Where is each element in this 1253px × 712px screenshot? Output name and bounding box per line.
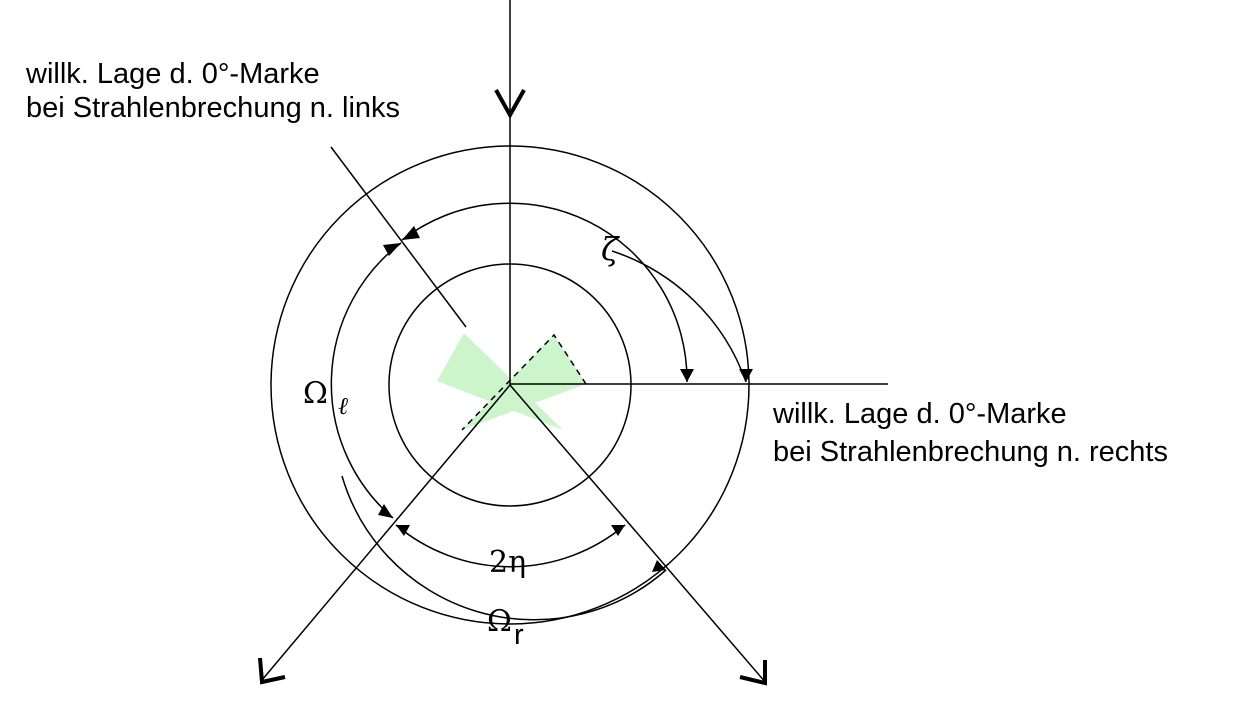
zeta-arc-arrowhead-right: [680, 369, 694, 382]
omega-left-subscript: ℓ: [338, 392, 348, 420]
outgoing-left-arrowhead: [258, 657, 286, 685]
outgoing-ray-right: [509, 384, 767, 684]
right-note-line2: bei Strahlenbrechung n. rechts: [773, 436, 1168, 468]
outer-zeta-arrowhead: [739, 369, 753, 382]
omega-left-arc: [330, 242, 402, 519]
outer-zeta-arc: [611, 250, 747, 383]
two-eta-coefficient: 2: [489, 545, 508, 580]
zeta-arc-arrowhead-left: [402, 226, 420, 240]
two-eta-arc: [395, 524, 626, 568]
zeta-arc: [401, 202, 688, 383]
two-eta-arrowhead-right: [611, 525, 625, 536]
zeta-label: ζ: [601, 230, 620, 268]
zero-mark-line-left: [330, 146, 467, 328]
two-eta-arrowhead-left: [396, 525, 410, 536]
prism-dashed-edge: [461, 333, 587, 431]
omega-right-arc: [341, 475, 667, 621]
omega-left-arrowhead-bottom: [378, 504, 393, 518]
omega-right-label: Ω: [487, 604, 512, 639]
incoming-arrowhead: [494, 89, 526, 120]
right-note-line1: willk. Lage d. 0°-Marke: [772, 398, 1067, 430]
omega-right-subscript: r: [514, 619, 524, 651]
left-note-line2: bei Strahlenbrechung n. links: [26, 92, 400, 124]
outgoing-ray-left: [261, 384, 511, 681]
two-eta-label: 2η: [489, 545, 526, 580]
omega-left-arrowhead-top: [383, 243, 401, 256]
omega-left-label: Ω: [303, 376, 328, 411]
two-eta-symbol: η: [508, 545, 526, 580]
left-note-line1: willk. Lage d. 0°-Marke: [25, 58, 320, 90]
prism-left: [437, 333, 563, 430]
omega-right-arrowhead: [652, 560, 666, 572]
outgoing-right-arrowhead: [739, 660, 767, 686]
